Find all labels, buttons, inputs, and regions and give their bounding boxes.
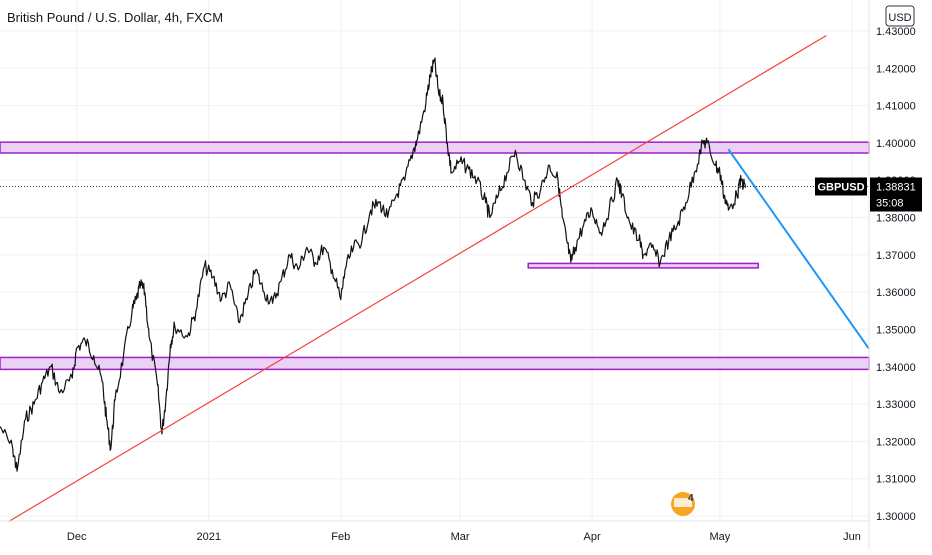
logo-badge: 4 [671,492,695,516]
price-series-0 [0,57,747,472]
price-tag-bg [870,177,922,212]
projection-line [727,148,870,350]
currency-button[interactable]: USD [885,5,915,27]
y-tick-label: 1.42000 [876,63,916,75]
y-tick-label: 1.32000 [876,436,916,448]
currency-label: USD [888,12,911,24]
price-label: 1.38831 [876,182,916,194]
x-tick-label: May [710,531,731,543]
drawings [0,34,870,523]
y-tick-label: 1.43000 [876,26,916,38]
y-tick-label: 1.35000 [876,324,916,336]
x-tick-label: Feb [331,531,350,543]
y-tick-label: 1.33000 [876,399,916,411]
y-tick-label: 1.34000 [876,362,916,374]
x-tick-label: 2021 [196,531,220,543]
countdown-label: 35:08 [876,198,904,210]
trendline [8,34,827,523]
x-tick-label: Mar [451,531,470,543]
symbol-label: GBPUSD [817,182,864,194]
support-zone [0,356,870,371]
y-tick-label: 1.30000 [876,511,916,523]
y-tick-label: 1.41000 [876,101,916,113]
x-tick-label: Jun [843,531,861,543]
y-tick-label: 1.36000 [876,287,916,299]
support-zone-small [527,262,759,269]
current-price-tag: GBPUSD 1.38831 35:08 [815,177,922,212]
time-axis[interactable]: Dec 2021 Feb Mar Apr May Jun [67,531,861,543]
x-tick-label: Apr [584,531,601,543]
resistance-zone [0,141,870,154]
symbol-tag-bg [815,177,867,196]
y-tick-label: 1.31000 [876,474,916,486]
logo-number: 4 [688,493,694,504]
y-tick-label: 1.37000 [876,250,916,262]
price-series [0,57,747,472]
y-tick-label: 1.40000 [876,138,916,150]
x-tick-label: Dec [67,531,87,543]
chart-title: British Pound / U.S. Dollar, 4h, FXCM [7,10,223,25]
y-tick-label: 1.38000 [876,213,916,225]
